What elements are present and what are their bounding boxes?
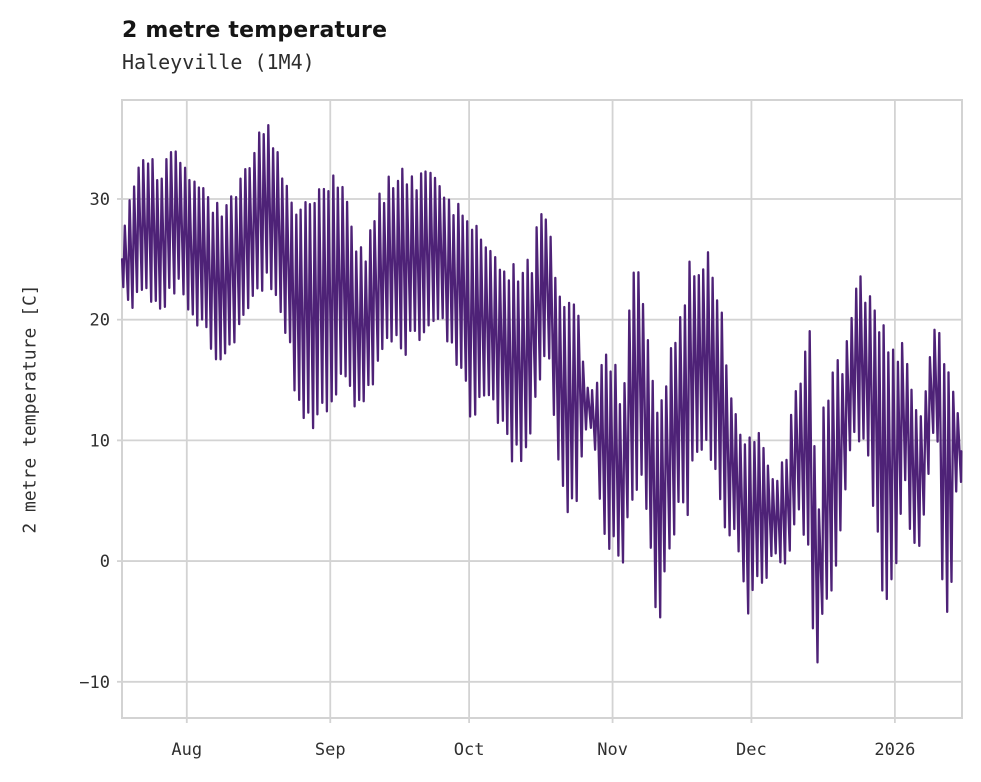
y-tick-label-20: 20 xyxy=(90,311,110,331)
grid-lines xyxy=(122,100,962,718)
x-tick-label-2026: 2026 xyxy=(874,740,915,760)
x-tick-label-oct: Oct xyxy=(454,740,485,760)
y-tick-label--10: −10 xyxy=(79,673,110,693)
tick-marks xyxy=(117,198,896,723)
y-tick-labels: 30 20 10 0 −10 xyxy=(79,190,110,693)
y-tick-label-10: 10 xyxy=(90,431,110,451)
x-tick-label-nov: Nov xyxy=(597,740,628,760)
x-tick-label-sep: Sep xyxy=(315,740,346,760)
chart-title: 2 metre temperature xyxy=(122,18,388,43)
chart-subtitle: Haleyville (1M4) xyxy=(122,50,315,74)
x-tick-labels: Aug Sep Oct Nov Dec 2026 xyxy=(171,740,915,760)
y-tick-label-30: 30 xyxy=(90,190,110,210)
plot-border xyxy=(121,99,963,719)
temperature-line xyxy=(120,124,963,664)
x-tick-label-aug: Aug xyxy=(171,740,202,760)
y-tick-label-0: 0 xyxy=(100,552,110,572)
x-tick-label-dec: Dec xyxy=(736,740,767,760)
